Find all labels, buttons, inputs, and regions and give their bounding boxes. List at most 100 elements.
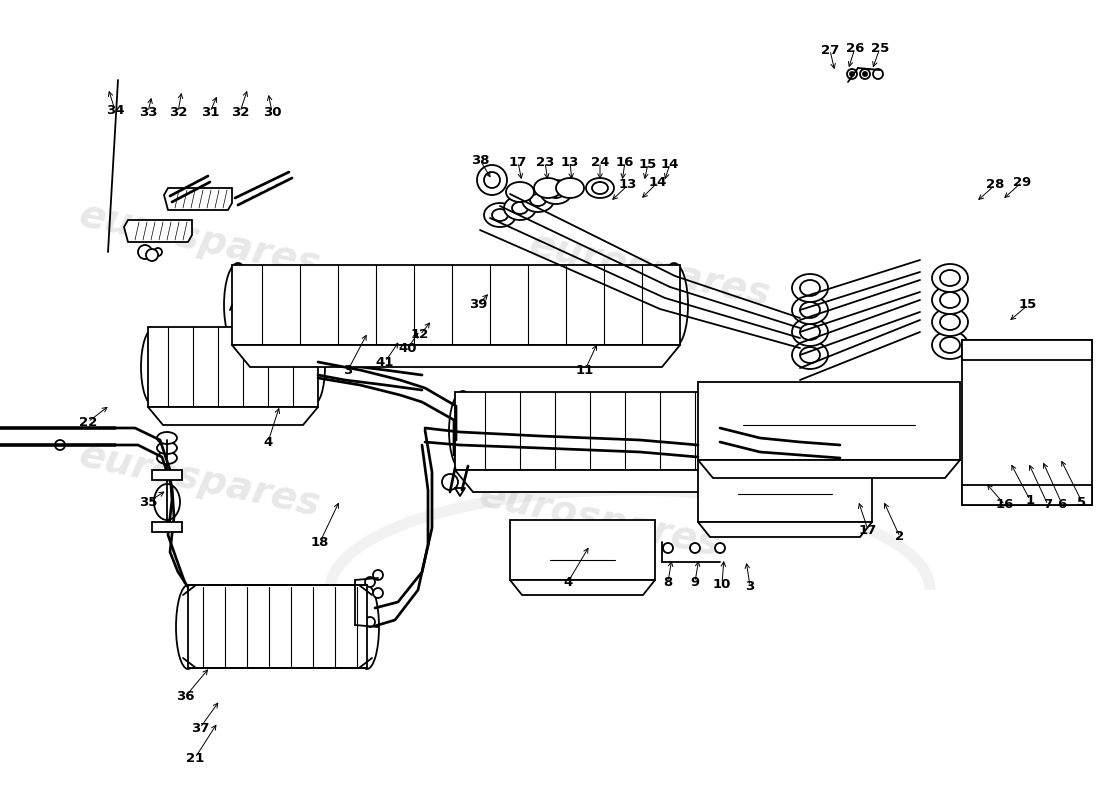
Circle shape [850, 72, 854, 76]
Text: eurospares: eurospares [526, 226, 774, 314]
Ellipse shape [932, 286, 968, 314]
Circle shape [158, 390, 168, 400]
Circle shape [715, 543, 725, 553]
Circle shape [697, 402, 707, 412]
Text: 1: 1 [1025, 494, 1035, 506]
Text: 4: 4 [563, 575, 573, 589]
Text: 15: 15 [1019, 298, 1037, 311]
Circle shape [442, 474, 458, 490]
Text: 22: 22 [79, 415, 97, 429]
Text: 25: 25 [871, 42, 889, 54]
Ellipse shape [534, 178, 562, 198]
Text: 27: 27 [821, 43, 839, 57]
Ellipse shape [157, 452, 177, 464]
Ellipse shape [792, 274, 828, 302]
Ellipse shape [154, 484, 180, 520]
Ellipse shape [157, 442, 177, 454]
Text: 3: 3 [343, 363, 353, 377]
Ellipse shape [449, 391, 477, 471]
Text: 8: 8 [663, 575, 672, 589]
Ellipse shape [660, 263, 688, 347]
Circle shape [848, 500, 856, 508]
Circle shape [365, 577, 375, 587]
Circle shape [654, 275, 666, 285]
Circle shape [714, 474, 722, 482]
Text: 4: 4 [263, 435, 273, 449]
Polygon shape [698, 460, 872, 522]
Ellipse shape [176, 585, 200, 669]
Polygon shape [164, 188, 232, 210]
Ellipse shape [932, 308, 968, 336]
Polygon shape [232, 265, 680, 345]
Polygon shape [698, 382, 960, 460]
Text: 10: 10 [713, 578, 732, 590]
Circle shape [477, 165, 507, 195]
Text: 3: 3 [746, 579, 755, 593]
Text: 23: 23 [536, 155, 554, 169]
Circle shape [146, 249, 158, 261]
Text: eurospares: eurospares [76, 436, 324, 524]
Polygon shape [962, 485, 1092, 505]
Circle shape [1075, 440, 1085, 450]
Circle shape [373, 588, 383, 598]
Ellipse shape [932, 264, 968, 292]
Circle shape [158, 334, 168, 344]
Text: 30: 30 [263, 106, 282, 118]
Polygon shape [455, 470, 720, 492]
Ellipse shape [556, 178, 584, 198]
Circle shape [301, 334, 311, 344]
Circle shape [248, 275, 257, 285]
Text: 18: 18 [311, 535, 329, 549]
Ellipse shape [157, 432, 177, 444]
Text: 21: 21 [186, 751, 205, 765]
Text: 28: 28 [986, 178, 1004, 191]
Polygon shape [962, 340, 1092, 505]
Polygon shape [455, 392, 720, 470]
Text: 35: 35 [139, 495, 157, 509]
Ellipse shape [792, 341, 828, 369]
Circle shape [654, 325, 666, 335]
Text: 38: 38 [471, 154, 490, 166]
Text: 2: 2 [895, 530, 904, 543]
Circle shape [55, 440, 65, 450]
Circle shape [468, 450, 478, 460]
Text: 7: 7 [1044, 498, 1053, 511]
Circle shape [1075, 415, 1085, 425]
Text: 14: 14 [661, 158, 679, 170]
Text: 16: 16 [616, 155, 635, 169]
Circle shape [713, 437, 723, 447]
Text: 32: 32 [231, 106, 250, 118]
Circle shape [864, 72, 867, 76]
Ellipse shape [484, 203, 516, 227]
Text: eurospares: eurospares [476, 476, 724, 564]
Text: 12: 12 [411, 329, 429, 342]
Ellipse shape [355, 585, 380, 669]
Text: 13: 13 [619, 178, 637, 191]
Text: 16: 16 [996, 498, 1014, 511]
Ellipse shape [301, 329, 324, 405]
Circle shape [365, 617, 375, 627]
Text: 14: 14 [649, 175, 668, 189]
Ellipse shape [506, 182, 534, 202]
Ellipse shape [792, 318, 828, 346]
Circle shape [663, 543, 673, 553]
Polygon shape [510, 520, 654, 580]
Circle shape [484, 172, 500, 188]
Circle shape [1075, 465, 1085, 475]
Circle shape [935, 437, 945, 447]
Text: 24: 24 [591, 155, 609, 169]
Circle shape [521, 561, 529, 569]
Text: 26: 26 [846, 42, 865, 54]
Ellipse shape [792, 296, 828, 324]
Text: 31: 31 [201, 106, 219, 118]
Text: 32: 32 [168, 106, 187, 118]
Circle shape [248, 325, 257, 335]
Text: 40: 40 [398, 342, 417, 354]
Polygon shape [962, 340, 1092, 360]
Text: 13: 13 [561, 155, 580, 169]
Text: 17: 17 [859, 523, 877, 537]
Circle shape [468, 402, 478, 412]
Circle shape [935, 395, 945, 405]
Text: 9: 9 [691, 575, 700, 589]
Polygon shape [152, 522, 182, 532]
